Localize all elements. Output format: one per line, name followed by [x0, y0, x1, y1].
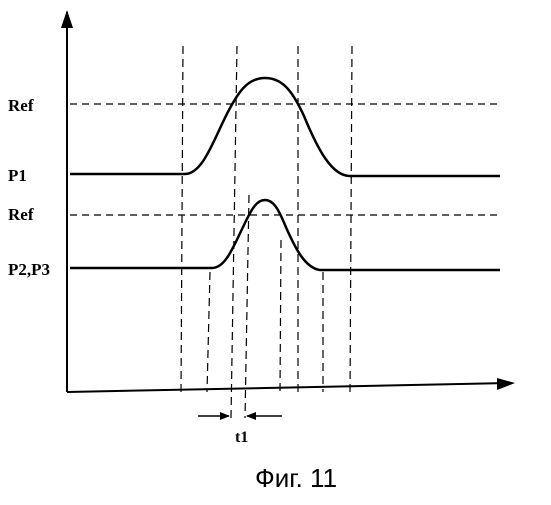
figure-caption: Фиг. 11 — [255, 463, 337, 493]
ref-upper-label: Ref — [8, 96, 34, 115]
timing-line-8 — [350, 46, 352, 392]
ref-lower-label: Ref — [8, 205, 34, 224]
x-axis — [67, 383, 512, 392]
signal-p2p3-curve — [70, 200, 500, 270]
t1-label: t1 — [235, 429, 248, 446]
signal-p1-curve — [70, 78, 500, 176]
timing-line-4 — [245, 195, 249, 418]
timing-line-2 — [207, 272, 210, 392]
p1-label: P1 — [8, 166, 27, 185]
p2p3-label: P2,P3 — [8, 260, 50, 279]
y-axis-arrowhead — [61, 10, 73, 28]
x-axis-arrowhead — [497, 378, 515, 390]
timing-line-1 — [181, 46, 183, 392]
timing-line-5 — [280, 240, 281, 392]
